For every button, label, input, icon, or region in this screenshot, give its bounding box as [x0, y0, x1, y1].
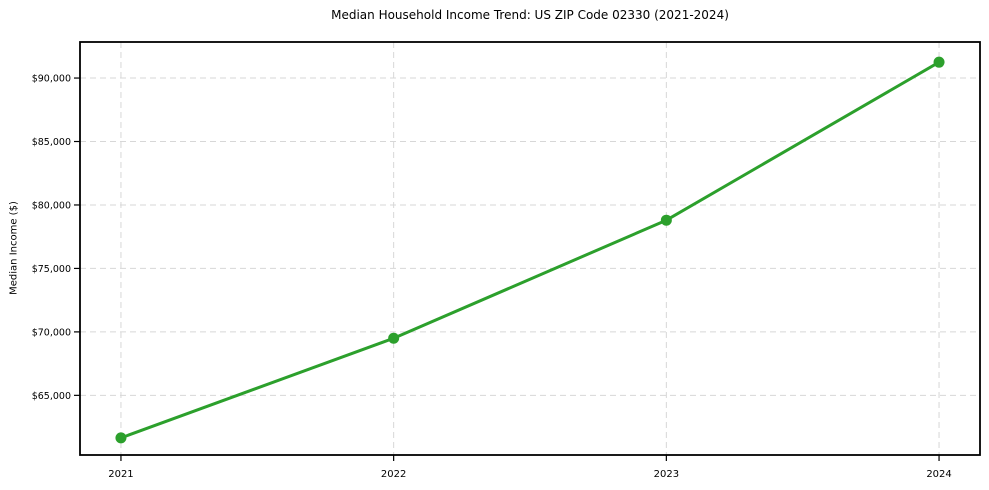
- income-trend-line: [119, 60, 941, 440]
- data-point-2024: [933, 56, 945, 68]
- y-tick-label: $80,000: [32, 200, 71, 211]
- x-tick-label: 2022: [381, 469, 406, 480]
- data-point-2023: [660, 214, 672, 226]
- y-tick-label: $85,000: [32, 137, 71, 148]
- y-tick-label: $65,000: [32, 391, 71, 402]
- chart-title: Median Household Income Trend: US ZIP Co…: [331, 8, 729, 22]
- x-tick-label: 2024: [926, 469, 951, 480]
- x-tick-label: 2021: [108, 469, 133, 480]
- y-tick-label: $90,000: [32, 74, 71, 85]
- data-point-2021: [115, 432, 127, 444]
- plot-border: [79, 41, 981, 456]
- y-tick-label: $70,000: [32, 327, 71, 338]
- data-point-2022: [388, 332, 400, 344]
- x-tick-label: 2023: [654, 469, 679, 480]
- y-tick-label: $75,000: [32, 264, 71, 275]
